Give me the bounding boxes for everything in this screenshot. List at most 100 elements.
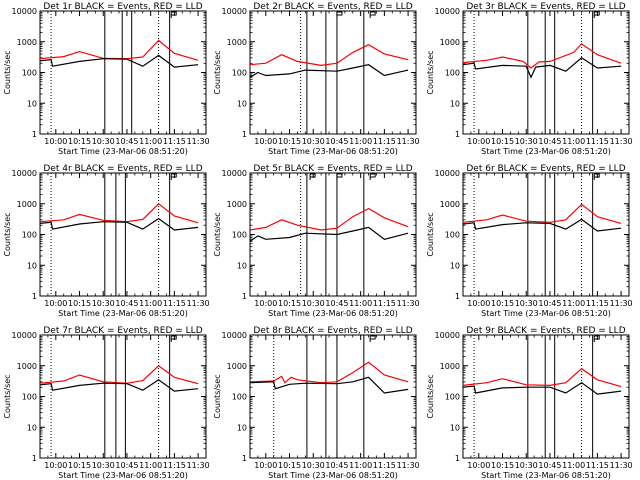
- plot-title: Det 7r BLACK = Events, RED = LLD: [43, 326, 202, 336]
- x-axis-label: Start Time (23-Mar-06 08:51:20): [58, 471, 188, 480]
- flag-marker: [336, 173, 343, 180]
- series-line-black: [39, 217, 199, 231]
- x-tick-label: 10:45: [538, 299, 561, 308]
- flag-marker: [369, 11, 376, 18]
- y-tick-label: 10000: [12, 331, 37, 340]
- flag-marker: [309, 173, 316, 180]
- series-line-red: [39, 203, 199, 224]
- x-tick-label: 11:30: [187, 461, 210, 470]
- x-tick-label: 10:15: [491, 137, 514, 146]
- x-tick-label: 11:00: [139, 299, 162, 308]
- y-tick-label: 10000: [435, 331, 460, 340]
- x-tick-label: 11:00: [562, 461, 585, 470]
- y-axis-label: Counts/sec: [213, 50, 222, 94]
- plot-frame: [39, 10, 207, 135]
- x-tick-label: 11:15: [373, 299, 396, 308]
- y-tick-label: 10000: [222, 331, 247, 340]
- x-tick-label: 11:00: [562, 299, 585, 308]
- x-tick-label: 10:30: [92, 137, 115, 146]
- x-tick-label: 10:45: [325, 299, 348, 308]
- y-tick-label: 100: [22, 393, 37, 402]
- y-tick-label: 1000: [227, 38, 247, 47]
- x-tick-label: 11:00: [139, 137, 162, 146]
- plot-frame: [249, 334, 417, 459]
- y-tick-label: 10: [450, 261, 460, 270]
- x-axis-label: Start Time (23-Mar-06 08:51:20): [481, 471, 611, 480]
- flag-marker: [170, 173, 177, 180]
- y-tick-label: 10: [237, 99, 247, 108]
- x-tick-label: 11:30: [397, 299, 420, 308]
- x-tick-label: 10:15: [278, 137, 301, 146]
- x-tick-label: 10:30: [302, 137, 325, 146]
- series-line-black: [249, 64, 409, 78]
- x-axis-label: Start Time (23-Mar-06 08:51:20): [58, 309, 188, 318]
- plot-title: Det 8r BLACK = Events, RED = LLD: [253, 326, 412, 336]
- y-axis-label: Counts/sec: [426, 212, 435, 256]
- flag-marker: [593, 11, 600, 18]
- y-tick-label: 100: [232, 231, 247, 240]
- y-tick-label: 1: [32, 292, 37, 301]
- y-tick-label: 1: [32, 454, 37, 463]
- series-line-black: [39, 54, 199, 68]
- x-tick-label: 10:00: [254, 137, 277, 146]
- x-tick-label: 11:00: [349, 461, 372, 470]
- plot-frame: [462, 172, 630, 297]
- x-tick-label: 11:00: [139, 461, 162, 470]
- plot-title: Det 4r BLACK = Events, RED = LLD: [43, 164, 202, 174]
- y-tick-label: 1: [455, 454, 460, 463]
- plot-frame: [249, 10, 417, 135]
- y-tick-label: 10: [450, 423, 460, 432]
- plot-title: Det 9r BLACK = Events, RED = LLD: [466, 326, 625, 336]
- y-tick-label: 10000: [12, 7, 37, 16]
- y-tick-label: 10000: [12, 169, 37, 178]
- x-tick-label: 11:15: [586, 461, 609, 470]
- x-tick-label: 10:00: [254, 461, 277, 470]
- x-tick-label: 10:15: [68, 137, 91, 146]
- plot-frame: [462, 10, 630, 135]
- y-tick-label: 100: [232, 69, 247, 78]
- y-axis-label: Counts/sec: [213, 374, 222, 418]
- flag-marker: [369, 335, 376, 342]
- x-tick-label: 11:30: [397, 461, 420, 470]
- y-tick-label: 1000: [17, 38, 37, 47]
- plot-frame: [462, 334, 630, 459]
- y-tick-label: 10000: [435, 169, 460, 178]
- y-axis-label: Counts/sec: [213, 212, 222, 256]
- series-line-black: [249, 376, 409, 394]
- plot-title: Det 1r BLACK = Events, RED = LLD: [43, 2, 202, 12]
- plot-title: Det 2r BLACK = Events, RED = LLD: [253, 2, 412, 12]
- x-tick-label: 10:15: [68, 461, 91, 470]
- x-tick-label: 10:30: [92, 461, 115, 470]
- x-tick-label: 11:30: [397, 137, 420, 146]
- x-tick-label: 10:30: [515, 137, 538, 146]
- x-tick-label: 10:15: [491, 461, 514, 470]
- y-tick-label: 1000: [227, 200, 247, 209]
- series-line-black: [249, 226, 409, 242]
- x-tick-label: 11:00: [349, 137, 372, 146]
- x-tick-label: 11:15: [373, 137, 396, 146]
- y-tick-label: 100: [445, 393, 460, 402]
- x-tick-label: 10:30: [515, 461, 538, 470]
- x-tick-label: 10:00: [467, 461, 490, 470]
- plot-frame: [39, 172, 207, 297]
- x-tick-label: 10:45: [538, 137, 561, 146]
- y-tick-label: 1000: [440, 362, 460, 371]
- y-tick-label: 10: [237, 261, 247, 270]
- y-tick-label: 100: [445, 69, 460, 78]
- x-tick-label: 11:30: [610, 461, 633, 470]
- x-tick-label: 10:15: [278, 299, 301, 308]
- y-tick-label: 1: [32, 130, 37, 139]
- series-line-red: [462, 203, 622, 224]
- series-line-black: [462, 381, 622, 395]
- series-line-red: [462, 367, 622, 388]
- x-tick-label: 10:00: [467, 299, 490, 308]
- y-tick-label: 1000: [440, 200, 460, 209]
- series-line-red: [249, 44, 409, 67]
- y-tick-label: 1: [242, 130, 247, 139]
- y-axis-label: Counts/sec: [3, 50, 12, 94]
- x-tick-label: 10:00: [44, 461, 67, 470]
- plot-title: Det 6r BLACK = Events, RED = LLD: [466, 164, 625, 174]
- x-tick-label: 10:30: [92, 299, 115, 308]
- flag-marker: [170, 335, 177, 342]
